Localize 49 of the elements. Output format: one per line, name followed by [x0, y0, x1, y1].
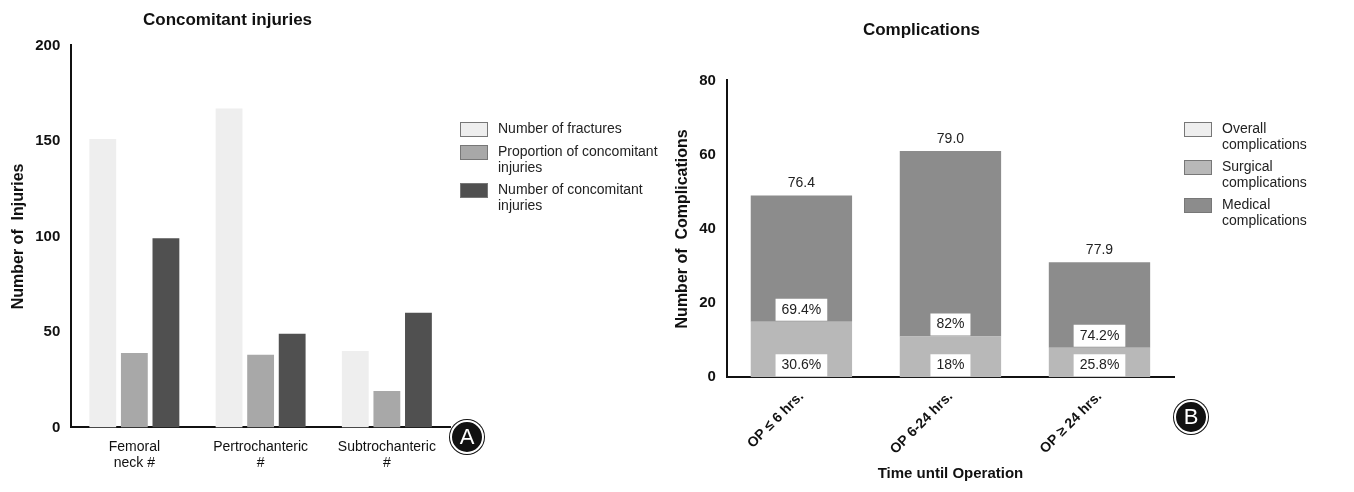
- y-tick-label: 200: [35, 35, 61, 53]
- legend-label: Medical complications: [1222, 196, 1308, 228]
- bar: [215, 108, 243, 428]
- annotation: 25.8%: [1079, 356, 1120, 373]
- bar: [1048, 262, 1151, 348]
- y-tick-label: 40: [699, 219, 716, 237]
- x-tick-label: Pertrochanteric #: [213, 437, 309, 471]
- annotation: 82%: [936, 315, 965, 332]
- y-tick-label: 0: [51, 417, 61, 435]
- annotation: 69.4%: [781, 300, 822, 317]
- annotation: 18%: [936, 356, 965, 373]
- legend-label: Number of concomitant injuries: [498, 181, 644, 213]
- y-tick-label: 100: [35, 226, 61, 244]
- annotation: 30.6%: [781, 356, 822, 373]
- x-tick-label: Subtrochanteric #: [337, 437, 436, 471]
- chart-title: Complications: [862, 19, 981, 39]
- bar: [899, 150, 1002, 337]
- chart-title: Concomitant injuries: [142, 9, 313, 29]
- bar: [341, 351, 369, 428]
- bar: [247, 354, 275, 428]
- legend-label: Number of fractures: [498, 120, 622, 136]
- y-axis-title: Number of Complications: [673, 129, 691, 329]
- bar: [373, 391, 401, 428]
- legend-label: Surgical complications: [1222, 158, 1308, 190]
- bar: [152, 238, 180, 428]
- bar: [89, 138, 117, 428]
- text: A: [450, 420, 484, 454]
- annotation: 74.2%: [1079, 326, 1120, 343]
- y-tick-label: 60: [699, 144, 716, 162]
- y-tick-label: 150: [35, 131, 61, 149]
- annotation: 76.4: [787, 174, 816, 191]
- legend-label: Overall complications: [1222, 120, 1308, 152]
- bar: [405, 312, 432, 428]
- x-tick-label: OP ≥ 24 hrs.: [1036, 387, 1105, 457]
- y-tick-label: 80: [699, 70, 716, 88]
- bar: [278, 333, 306, 428]
- annotation: 79.0: [936, 129, 965, 146]
- y-tick-label: 50: [43, 322, 61, 340]
- annotation: 77.9: [1085, 241, 1114, 258]
- x-axis-title: Time until Operation: [877, 464, 1024, 482]
- y-axis-title: Number of Injuries: [9, 163, 27, 310]
- legend-label: Proportion of concomitant injuries: [498, 143, 659, 175]
- x-tick-label: OP ≤ 6 hrs.: [743, 387, 807, 451]
- bar: [750, 195, 853, 322]
- y-tick-label: 0: [707, 367, 716, 385]
- bar: [120, 352, 148, 428]
- y-tick-label: 20: [699, 293, 716, 311]
- x-tick-label: Femoral neck #: [108, 437, 161, 471]
- text: B: [1174, 400, 1208, 434]
